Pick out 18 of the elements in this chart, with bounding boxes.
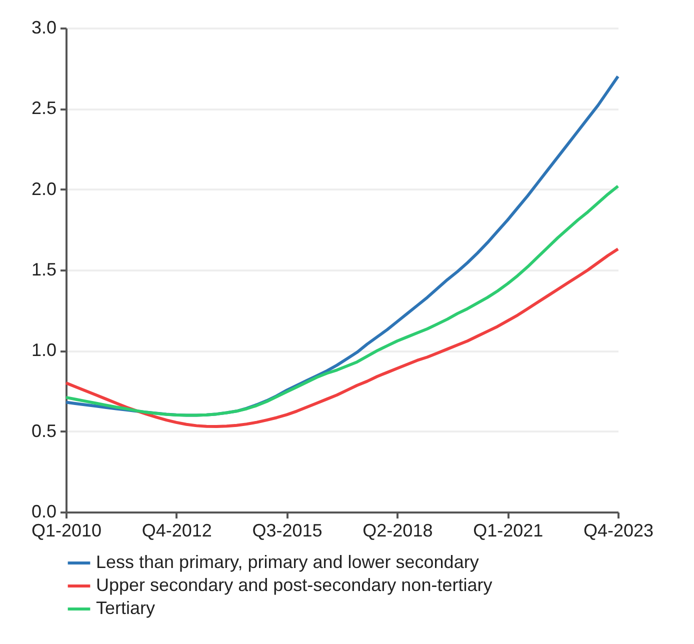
y-tick-label: 1.0 xyxy=(31,340,56,360)
x-tick-label: Q1-2010 xyxy=(31,520,102,540)
y-tick-label: 3.0 xyxy=(31,18,56,38)
legend-label: Tertiary xyxy=(96,598,156,618)
x-tick-label: Q2-2018 xyxy=(362,520,433,540)
line-series xyxy=(64,184,620,417)
y-tick-label: 2.0 xyxy=(31,178,56,199)
y-tick-label: 0.0 xyxy=(31,502,56,522)
legend-label: Upper secondary and post-secondary non-tertiary xyxy=(96,575,492,595)
y-tick-label: 0.5 xyxy=(31,420,56,441)
x-tick-label: Q3-2015 xyxy=(252,520,322,540)
legend-label: Less than primary, primary and lower secondary xyxy=(96,552,479,572)
y-tick-label: 1.5 xyxy=(31,260,56,280)
x-tick-label: Q4-2023 xyxy=(583,520,654,540)
x-tick-label: Q4-2012 xyxy=(142,520,212,540)
line-series xyxy=(64,248,620,428)
y-tick-label: 2.5 xyxy=(31,98,56,118)
x-tick-label: Q1-2021 xyxy=(473,520,544,540)
